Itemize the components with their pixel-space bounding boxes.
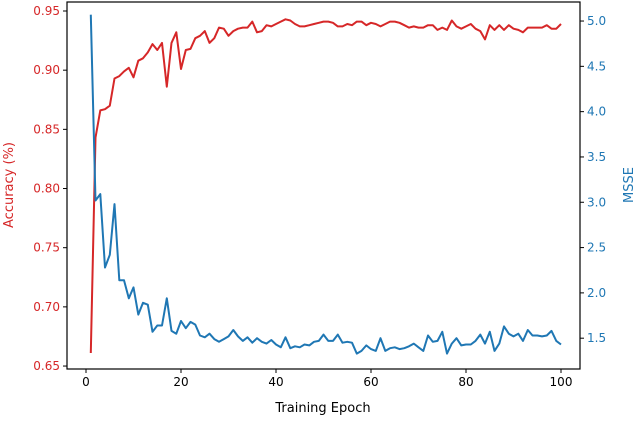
- x-tick-label: 100: [550, 375, 573, 389]
- y-axis-right-label: MSSE: [622, 167, 637, 203]
- y-left-tick-label: 0.85: [33, 122, 60, 136]
- y-left-tick-label: 0.90: [33, 63, 60, 77]
- x-tick-label: 40: [268, 375, 283, 389]
- y-right-tick-label: 1.5: [587, 331, 606, 345]
- x-tick-label: 80: [458, 375, 473, 389]
- y-left-tick-label: 0.65: [33, 359, 60, 373]
- accuracy-line: [89, 18, 562, 354]
- x-axis: 0 20 40 60 80 100: [82, 369, 572, 389]
- y-right-tick-label: 2.0: [587, 286, 606, 300]
- y-right-tick-label: 3.0: [587, 195, 606, 209]
- y-right-tick-label: 2.5: [587, 241, 606, 255]
- x-tick-label: 20: [173, 375, 188, 389]
- x-tick-label: 0: [82, 375, 90, 389]
- y-right-tick-label: 4.0: [587, 105, 606, 119]
- y-axis-left-label: Accuracy (%): [2, 142, 17, 228]
- plot-area: [89, 14, 562, 355]
- x-tick-label: 60: [363, 375, 378, 389]
- y-right-tick-label: 3.5: [587, 150, 606, 164]
- y-right-tick-label: 5.0: [587, 14, 606, 28]
- plot-frame: [66, 1, 581, 370]
- y-left-tick-label: 0.75: [33, 241, 60, 255]
- y-left-tick-label: 0.80: [33, 182, 60, 196]
- x-axis-label: Training Epoch: [274, 401, 370, 416]
- y-right-tick-label: 4.5: [587, 59, 606, 73]
- msse-line: [89, 14, 562, 355]
- y-axis-left: 0.65 0.70 0.75 0.80 0.85 0.90 0.95: [33, 4, 67, 373]
- y-left-tick-label: 0.95: [33, 4, 60, 18]
- y-axis-right: 1.5 2.0 2.5 3.0 3.5 4.0 4.5 5.0: [580, 14, 606, 345]
- y-left-tick-label: 0.70: [33, 300, 60, 314]
